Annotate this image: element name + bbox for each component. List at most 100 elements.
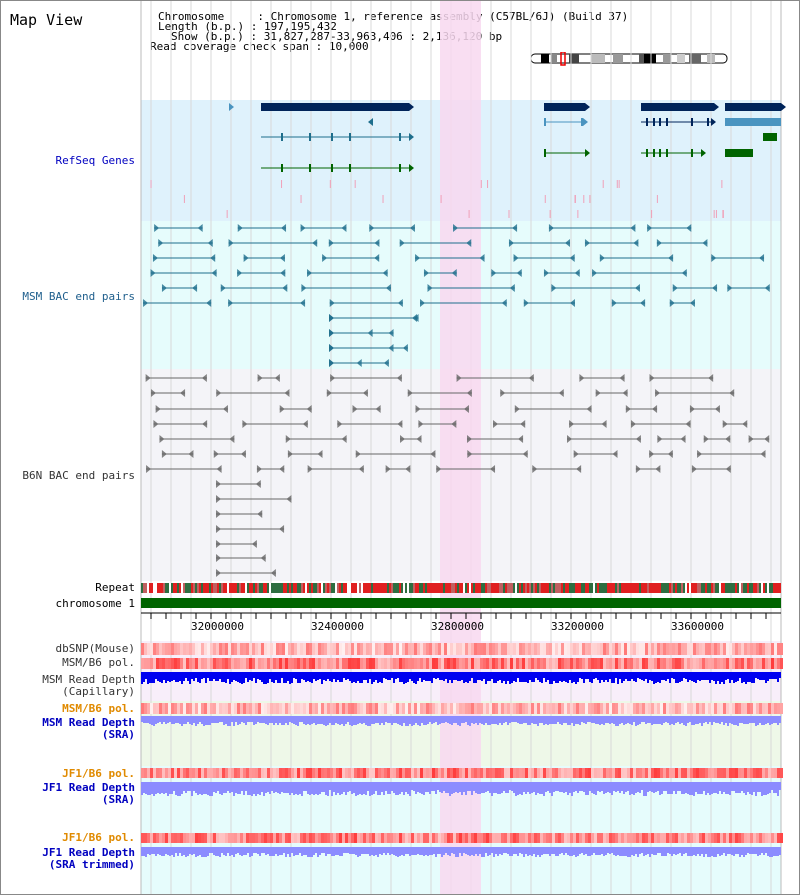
- depth-bar: [699, 782, 701, 794]
- depth-bar: [691, 716, 693, 725]
- depth-bar: [175, 716, 177, 723]
- depth-bar: [353, 672, 355, 682]
- depth-bar: [321, 672, 323, 684]
- depth-bar: [395, 847, 397, 856]
- depth-bar: [263, 716, 265, 723]
- chromosome-ideogram[interactable]: [529, 52, 731, 66]
- repeat-segment: [719, 583, 721, 593]
- depth-bar: [283, 672, 285, 683]
- pol-cell: [195, 833, 198, 843]
- highlight-region[interactable]: [440, 1, 481, 894]
- bac-end: [216, 569, 221, 577]
- msm-bac-track[interactable]: [143, 224, 770, 367]
- depth-bar: [529, 672, 531, 680]
- depth-bar: [255, 716, 257, 724]
- pol-cell: [510, 833, 513, 843]
- depth-bar: [235, 847, 237, 854]
- depth-bar: [381, 716, 383, 723]
- depth-bar: [319, 672, 321, 679]
- depth-bar: [353, 847, 355, 854]
- b6n-bac-track[interactable]: [145, 374, 770, 577]
- track-label-refseq[interactable]: RefSeq Genes: [55, 154, 135, 167]
- pol-cell: [483, 703, 486, 714]
- repeat-segment: [557, 583, 559, 593]
- track-label-jf1-depth[interactable]: JF1 Read Depth (SRA): [1, 782, 135, 806]
- gene-exon: [653, 118, 655, 126]
- depth-bar: [275, 672, 277, 680]
- pol-cell: [198, 768, 201, 778]
- depth-bar: [569, 716, 571, 725]
- depth-bar: [267, 782, 269, 792]
- polymorphism-tracks[interactable]: [141, 643, 783, 843]
- depth-bar: [371, 782, 373, 795]
- bac-end: [158, 239, 164, 247]
- pol-cell: [141, 768, 144, 778]
- depth-bar: [447, 672, 449, 683]
- repeat-segment: [257, 583, 259, 593]
- track-label-jf1-depth-trimmed[interactable]: JF1 Read Depth (SRA trimmed): [1, 847, 135, 871]
- bac-end: [287, 450, 293, 458]
- depth-bar: [173, 672, 175, 680]
- track-label-repeat[interactable]: Repeat: [95, 581, 135, 594]
- pol-cell: [456, 768, 459, 778]
- bac-end: [210, 254, 216, 262]
- depth-bar: [691, 672, 693, 681]
- track-label-jf1-b6-pol-2[interactable]: JF1/B6 pol.: [62, 831, 135, 844]
- pol-cell: [306, 768, 309, 778]
- track-label-msm-depth-sra[interactable]: MSM Read Depth (SRA): [1, 717, 135, 741]
- depth-bar: [303, 847, 305, 855]
- pol-cell: [171, 703, 174, 714]
- depth-bar: [315, 672, 317, 681]
- repeat-segment: [569, 583, 571, 593]
- track-label-msm-depth-capillary[interactable]: MSM Read Depth (Capillary): [1, 674, 135, 698]
- depth-bar: [619, 847, 621, 856]
- depth-bar: [505, 782, 507, 793]
- gene-block: [763, 133, 777, 141]
- pol-cell: [387, 658, 390, 669]
- pol-cell: [465, 643, 468, 655]
- depth-bar: [305, 847, 307, 855]
- track-label-jf1-b6-pol[interactable]: JF1/B6 pol.: [62, 767, 135, 780]
- pol-cell: [150, 768, 153, 778]
- pol-cell: [477, 658, 480, 669]
- read-depth-tracks[interactable]: [141, 672, 781, 857]
- pol-cell: [747, 643, 750, 655]
- repeat-segment: [195, 583, 197, 593]
- pol-cell: [174, 643, 177, 655]
- pol-cell: [249, 833, 252, 843]
- depth-bar: [573, 672, 575, 682]
- track-label-msm-bac[interactable]: MSM BAC end pairs: [22, 290, 135, 303]
- bac-end: [592, 269, 598, 277]
- repeat-segment: [685, 583, 687, 593]
- repeat-segment: [501, 583, 503, 593]
- pol-cell: [678, 833, 681, 843]
- depth-bar: [235, 672, 237, 681]
- depth-bar: [467, 672, 469, 683]
- pol-cell: [756, 833, 759, 843]
- pol-cell: [627, 643, 630, 655]
- track-label-b6n-bac[interactable]: B6N BAC end pairs: [22, 469, 135, 482]
- depth-bar: [689, 716, 691, 722]
- depth-bar: [367, 672, 369, 683]
- pol-cell: [750, 768, 753, 778]
- pol-cell: [330, 833, 333, 843]
- depth-bar: [775, 672, 777, 679]
- track-label-msm-b6-pol-sra[interactable]: MSM/B6 pol.: [62, 702, 135, 715]
- pol-cell: [519, 703, 522, 714]
- track-label-msm-b6-pol[interactable]: MSM/B6 pol.: [62, 656, 135, 669]
- depth-bar: [455, 782, 457, 792]
- refseq-genes-track[interactable]: [150, 103, 786, 218]
- repeat-track[interactable]: [141, 583, 781, 593]
- depth-bar: [283, 847, 285, 853]
- track-label-dbsnp[interactable]: dbSNP(Mouse): [55, 642, 135, 655]
- pol-cell: [375, 703, 378, 714]
- gene-strand-arrow: [781, 103, 786, 111]
- pol-cell: [657, 768, 660, 778]
- depth-bar: [613, 847, 615, 855]
- depth-bar: [497, 847, 499, 856]
- pol-cell: [276, 643, 279, 655]
- depth-bar: [289, 672, 291, 684]
- repeat-segment: [209, 583, 211, 593]
- repeat-segment: [237, 583, 239, 593]
